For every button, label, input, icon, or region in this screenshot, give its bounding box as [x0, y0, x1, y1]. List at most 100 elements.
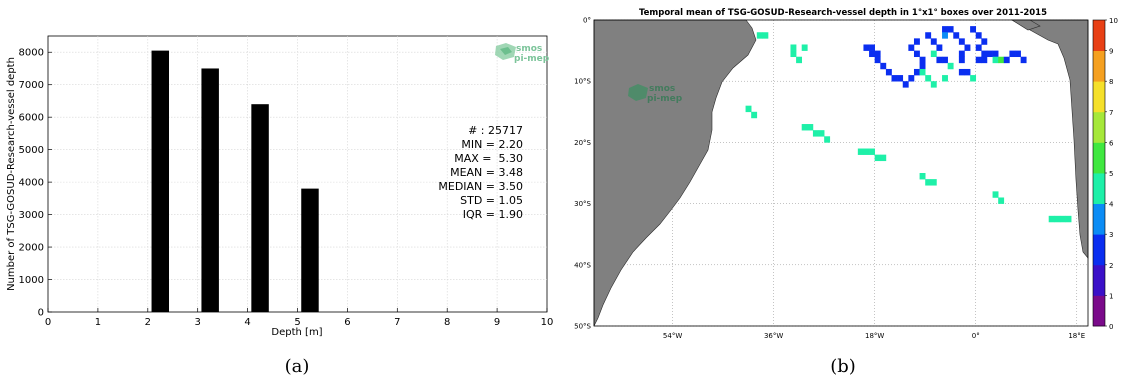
- map-logo-text-smos: smos: [649, 84, 675, 94]
- y-tick-label: 4000: [19, 178, 44, 189]
- x-tick-label: 4: [244, 317, 250, 328]
- data-cell: [919, 173, 926, 180]
- data-cell: [857, 148, 864, 155]
- x-tick-label: 8: [444, 317, 450, 328]
- y-tick-label: 5000: [19, 145, 44, 156]
- x-tick-label: 3: [195, 317, 201, 328]
- data-cell: [942, 32, 948, 39]
- colorbar-segment: [1093, 285, 1105, 291]
- histogram-bar: [301, 188, 319, 312]
- data-cell: [942, 75, 948, 82]
- data-cell: [992, 56, 999, 64]
- data-cell: [908, 75, 915, 82]
- colorbar-segment: [1093, 208, 1105, 215]
- histogram-stats-box: # : 25717 MIN = 2.20 MAX = 5.30 MEAN = 3…: [438, 124, 523, 221]
- colorbar-segment: [1093, 81, 1105, 87]
- x-tick-label: 6: [344, 317, 350, 328]
- stat-mean: MEAN = 3.48: [450, 166, 523, 179]
- colorbar-segment: [1093, 198, 1105, 204]
- lat-tick-label: 30°S: [574, 200, 591, 208]
- colorbar-segment: [1093, 50, 1105, 57]
- colorbar-segment: [1093, 111, 1105, 118]
- map-lat-ticks: 0° 10°S 20°S 30°S 40°S 50°S: [574, 17, 591, 331]
- colorbar-segment: [1093, 259, 1105, 266]
- data-cell: [1065, 215, 1072, 223]
- colorbar-segment: [1093, 254, 1105, 261]
- data-cell: [874, 50, 881, 58]
- colorbar-segment: [1093, 55, 1105, 62]
- data-cell: [807, 124, 814, 131]
- stat-min: MIN = 2.20: [461, 138, 523, 151]
- data-cell: [1054, 215, 1061, 223]
- lon-tick-label: 18°W: [865, 332, 884, 340]
- histogram-y-ticks: 0 1000 2000 3000 4000 5000 6000 7000 8000: [19, 48, 52, 319]
- x-tick-label: 1: [95, 317, 101, 328]
- data-cell: [913, 68, 920, 76]
- colorbar-segment: [1093, 65, 1105, 72]
- data-cell: [880, 154, 887, 162]
- data-cell: [953, 32, 960, 39]
- lat-tick-label: 10°S: [574, 78, 591, 86]
- y-tick-label: 8000: [19, 48, 44, 59]
- logo-text-pimep: pi-mep: [514, 54, 550, 64]
- colorbar-segment: [1093, 300, 1105, 306]
- data-cell: [913, 38, 920, 45]
- x-tick-label: 5: [294, 317, 300, 328]
- colorbar-segment: [1093, 264, 1105, 271]
- stat-median: MEDIAN = 3.50: [438, 180, 523, 193]
- data-cell: [981, 50, 988, 58]
- lon-tick-label: 0°: [972, 332, 980, 340]
- colorbar-segment: [1093, 157, 1105, 164]
- colorbar-segment: [1093, 229, 1105, 235]
- colorbar-tick-label: 6: [1109, 139, 1114, 147]
- map-graticule: [594, 19, 1088, 327]
- data-cell: [919, 68, 926, 76]
- data-cell: [958, 38, 965, 45]
- data-cell: [930, 81, 937, 88]
- colorbar-segment: [1093, 127, 1105, 133]
- histogram-x-ticks: 0 1 2 3 4 5 6 7 8 9 10: [45, 308, 553, 328]
- map-data-cells: [745, 26, 1072, 223]
- data-cell: [812, 130, 819, 137]
- colorbar-segment: [1093, 162, 1105, 169]
- colorbar-segment: [1093, 86, 1105, 92]
- logo-text-smos: smos: [516, 44, 542, 54]
- colorbar-tick-label: 0: [1109, 323, 1113, 331]
- data-cell: [869, 44, 875, 51]
- colorbar-tick-label: 10: [1109, 17, 1118, 25]
- y-tick-label: 6000: [19, 113, 44, 124]
- data-cell: [745, 105, 752, 113]
- map-lon-ticks: 54°W 36°W 18°W 0° 18°E: [663, 332, 1085, 340]
- colorbar-segment: [1093, 147, 1105, 153]
- caption-b: (b): [830, 356, 856, 377]
- lat-tick-label: 50°S: [574, 323, 591, 331]
- data-cell: [790, 50, 797, 58]
- stat-std: STD = 1.05: [460, 194, 523, 207]
- data-cell: [925, 32, 932, 39]
- colorbar-segment: [1093, 167, 1105, 174]
- colorbar-segment: [1093, 183, 1105, 189]
- colorbar-segment: [1093, 20, 1105, 26]
- y-tick-label: 2000: [19, 243, 44, 254]
- data-cell: [874, 154, 881, 162]
- colorbar-segment: [1093, 315, 1105, 322]
- colorbar-segment: [1093, 173, 1105, 179]
- data-cell: [756, 32, 763, 39]
- data-cell: [796, 56, 803, 64]
- colorbar-segment: [1093, 239, 1105, 245]
- data-cell: [897, 75, 904, 82]
- map-title: Temporal mean of TSG-GOSUD-Research-vess…: [639, 8, 1047, 18]
- colorbar-segment: [1093, 30, 1105, 36]
- lat-tick-label: 40°S: [574, 261, 591, 269]
- colorbar-segment: [1093, 152, 1105, 159]
- lat-tick-label: 0°: [583, 17, 591, 25]
- data-cell: [891, 75, 898, 82]
- y-tick-label: 3000: [19, 210, 44, 221]
- data-cell: [992, 50, 999, 58]
- data-cell: [869, 148, 875, 155]
- data-cell: [958, 56, 965, 64]
- data-cell: [1009, 50, 1016, 58]
- data-cell: [908, 44, 915, 51]
- colorbar-segment: [1093, 234, 1105, 240]
- colorbar-tick-label: 8: [1109, 78, 1113, 86]
